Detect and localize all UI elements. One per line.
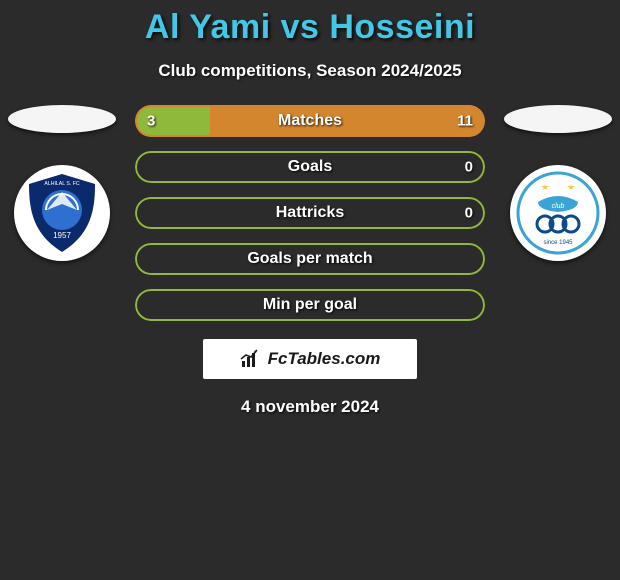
stat-bar: Matches 3 11: [135, 105, 485, 137]
svg-text:1957: 1957: [53, 231, 71, 240]
main-row: 1957 ALHILAL S. FC Matches311Goals0Hattr…: [0, 105, 620, 321]
bar-value-left: 3: [147, 113, 155, 130]
right-player-column: club since 1945: [503, 105, 613, 261]
stat-bar: Goals per match: [135, 243, 485, 275]
hilal-badge-icon: 1957 ALHILAL S. FC: [19, 170, 105, 256]
chart-icon: [240, 349, 262, 369]
stat-bar: Hattricks 0: [135, 197, 485, 229]
watermark-text: FcTables.com: [268, 349, 381, 369]
left-club-badge: 1957 ALHILAL S. FC: [14, 165, 110, 261]
bar-label: Goals: [288, 158, 332, 176]
bar-label: Matches: [278, 112, 342, 130]
watermark: FcTables.com: [203, 339, 417, 379]
stat-bars: Matches 3 11 Goals 0 Hattricks 0 Goals per matc…: [135, 105, 485, 321]
date-text: 4 november 2024: [0, 397, 620, 417]
svg-text:since 1945: since 1945: [543, 240, 573, 246]
svg-text:club: club: [552, 203, 565, 210]
left-flag-placeholder: [8, 105, 116, 133]
right-flag-placeholder: [504, 105, 612, 133]
bar-value-right: 0: [465, 159, 473, 176]
bar-value-right: 11: [457, 113, 473, 130]
esteghlal-badge-icon: club since 1945: [515, 170, 601, 256]
bar-value-right: 0: [465, 205, 473, 222]
svg-text:ALHILAL S. FC: ALHILAL S. FC: [44, 181, 80, 187]
page-title: Al Yami vs Hosseini: [0, 8, 620, 47]
bar-label: Min per goal: [263, 296, 357, 314]
comparison-infographic: Al Yami vs Hosseini Club competitions, S…: [0, 0, 620, 417]
stat-bar: Min per goal: [135, 289, 485, 321]
stat-bar: Goals 0: [135, 151, 485, 183]
subtitle: Club competitions, Season 2024/2025: [0, 61, 620, 81]
right-club-badge: club since 1945: [510, 165, 606, 261]
bar-label: Hattricks: [276, 204, 344, 222]
left-player-column: 1957 ALHILAL S. FC: [7, 105, 117, 261]
bar-label: Goals per match: [247, 250, 372, 268]
bar-fill-right: [210, 105, 485, 137]
